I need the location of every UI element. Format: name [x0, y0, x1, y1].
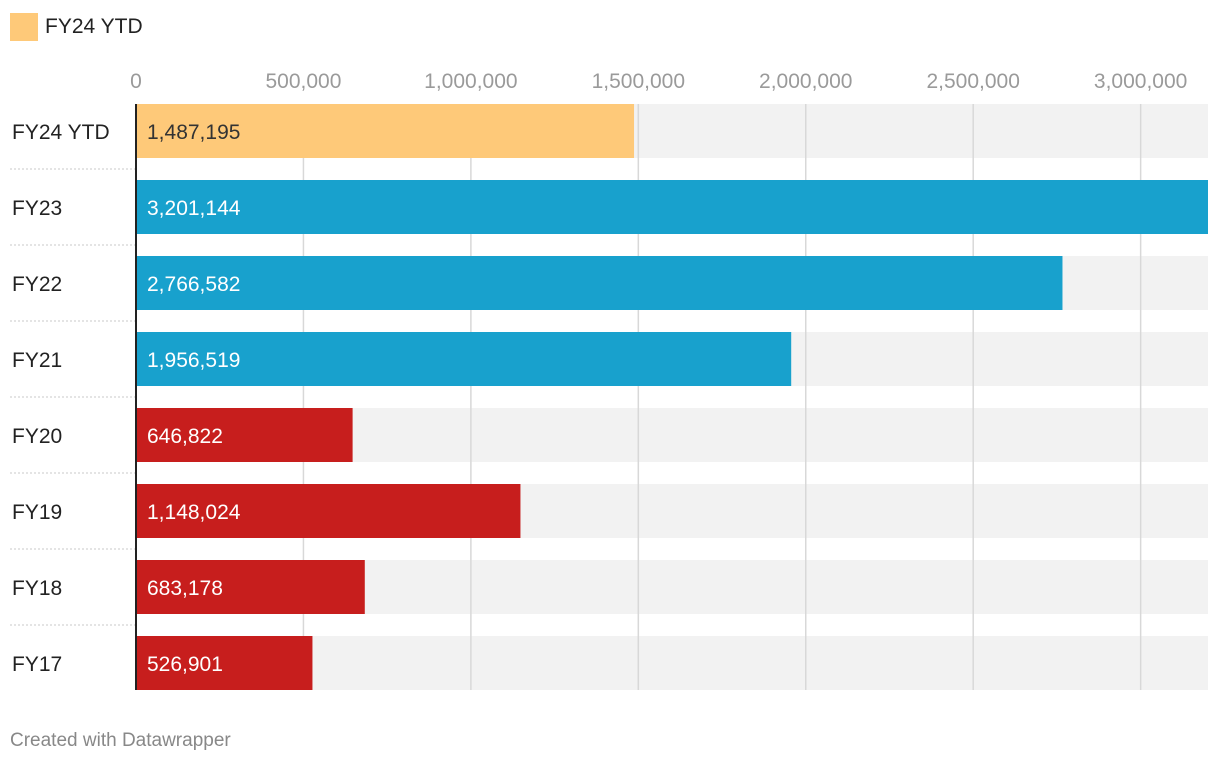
row-label: FY21: [12, 349, 62, 372]
row-label: FY19: [12, 501, 62, 524]
row-label: FY22: [12, 273, 62, 296]
x-tick-label: 1,000,000: [424, 70, 517, 93]
bar: [136, 560, 365, 614]
legend: FY24 YTD: [10, 12, 143, 42]
footer-credit: Created with Datawrapper: [10, 730, 231, 751]
x-tick-label: 2,000,000: [759, 70, 852, 93]
row-label: FY20: [12, 425, 62, 448]
value-label: 3,201,144: [147, 197, 241, 220]
x-tick-label: 500,000: [265, 70, 341, 93]
bar: [136, 180, 1208, 234]
row-label: FY24 YTD: [12, 121, 110, 144]
legend-label: FY24 YTD: [45, 15, 143, 38]
row-label: FY17: [12, 653, 62, 676]
value-label: 1,956,519: [147, 349, 240, 372]
value-label: 1,148,024: [147, 501, 241, 524]
row-label: FY18: [12, 577, 62, 600]
bar: [136, 104, 635, 158]
bar: [136, 636, 313, 690]
bar: [136, 332, 792, 386]
bar: [136, 256, 1063, 310]
x-tick-label: 0: [130, 70, 142, 93]
value-label: 1,487,195: [147, 121, 240, 144]
bar-track: [136, 636, 1208, 690]
bar: [136, 484, 521, 538]
bar: [136, 408, 353, 462]
legend-swatch: [10, 13, 38, 41]
value-label: 646,822: [147, 425, 223, 448]
x-tick-label: 1,500,000: [592, 70, 685, 93]
x-tick-label: 3,000,000: [1094, 70, 1187, 93]
row-label: FY23: [12, 197, 62, 220]
value-label: 2,766,582: [147, 273, 240, 296]
value-label: 526,901: [147, 653, 223, 676]
value-label: 683,178: [147, 577, 223, 600]
x-tick-label: 2,500,000: [926, 70, 1019, 93]
